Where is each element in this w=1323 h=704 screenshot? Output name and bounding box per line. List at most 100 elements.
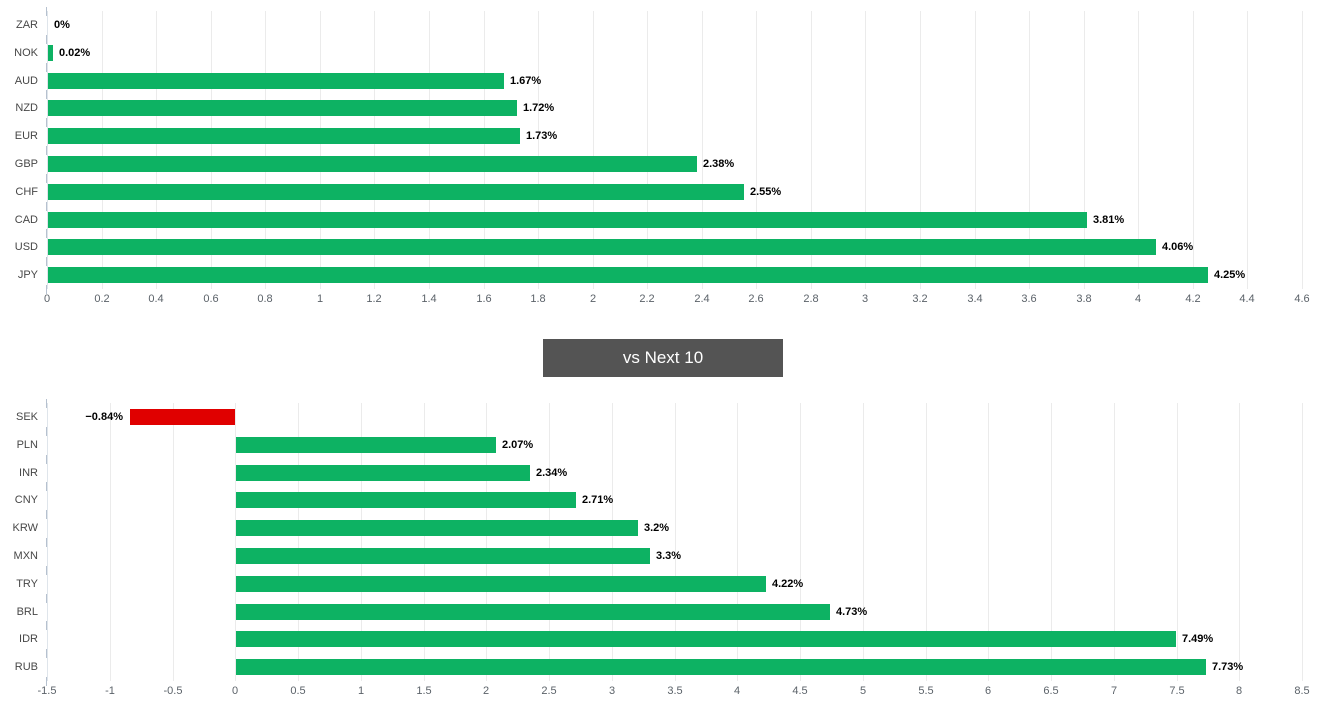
y-axis-tick — [46, 482, 47, 491]
bar-pln — [236, 437, 496, 453]
gridline — [1084, 11, 1085, 289]
bar-value-label: 2.07% — [502, 439, 534, 451]
x-tick-label: 7 — [1110, 685, 1118, 697]
gridline — [549, 403, 550, 681]
x-tick-label: 6.5 — [1043, 685, 1059, 697]
x-tick-label: 4 — [733, 685, 741, 697]
y-axis-tick — [46, 90, 47, 99]
bar-nzd — [48, 100, 517, 116]
bar-sek — [130, 409, 235, 425]
x-tick-label: 2 — [482, 685, 490, 697]
bar-value-label: 3.3% — [656, 550, 682, 562]
y-axis-tick — [46, 566, 47, 575]
gridline — [1114, 403, 1115, 681]
gridline — [811, 11, 812, 289]
bar-nok — [48, 45, 53, 61]
gridline — [1177, 403, 1178, 681]
y-axis-tick — [46, 399, 47, 408]
bar-value-label: 0.02% — [59, 47, 91, 59]
bar-value-label: 4.25% — [1214, 269, 1246, 281]
x-tick-label: 3.6 — [1021, 293, 1037, 305]
bar-aud — [48, 73, 504, 89]
gridline — [988, 403, 989, 681]
gridline — [320, 11, 321, 289]
gridline — [1247, 11, 1248, 289]
gridline — [1193, 11, 1194, 289]
x-tick-label: 2.2 — [639, 293, 655, 305]
x-tick-label: 1.8 — [530, 293, 546, 305]
gridline — [756, 11, 757, 289]
vs-next-10-button[interactable]: vs Next 10 — [543, 339, 783, 377]
bar-rub — [236, 659, 1206, 675]
bar-value-label: 2.38% — [703, 158, 735, 170]
x-tick-label: 3.8 — [1076, 293, 1092, 305]
x-tick-label: 5 — [859, 685, 867, 697]
gridline — [424, 403, 425, 681]
bar-brl — [236, 604, 830, 620]
category-label: JPY — [17, 269, 38, 281]
bar-value-label: 3.2% — [644, 522, 670, 534]
x-tick-label: 8 — [1235, 685, 1243, 697]
category-label: BRL — [16, 606, 38, 618]
gridline — [265, 11, 266, 289]
x-tick-label: 3.5 — [667, 685, 683, 697]
gridline — [1302, 11, 1303, 289]
gridline — [975, 11, 976, 289]
x-tick-label: 4.4 — [1239, 293, 1255, 305]
category-label: CHF — [15, 186, 38, 198]
y-axis-tick — [46, 146, 47, 155]
bar-idr — [236, 631, 1176, 647]
gridline — [102, 11, 103, 289]
x-tick-label: 1.4 — [421, 293, 437, 305]
x-tick-label: 0 — [43, 293, 51, 305]
gridline — [211, 11, 212, 289]
gridline — [1029, 11, 1030, 289]
x-tick-label: 2.5 — [541, 685, 557, 697]
gridline — [361, 403, 362, 681]
category-label: EUR — [14, 130, 38, 142]
y-axis-tick — [46, 7, 47, 16]
gridline — [702, 11, 703, 289]
gridline — [737, 403, 738, 681]
y-axis-tick — [46, 455, 47, 464]
y-axis-tick — [46, 649, 47, 658]
gridline — [374, 11, 375, 289]
y-axis-tick — [46, 510, 47, 519]
gridline — [1138, 11, 1139, 289]
bar-value-label: 7.49% — [1182, 633, 1214, 645]
x-tick-label: 2.6 — [748, 293, 764, 305]
gridline — [429, 11, 430, 289]
y-axis-tick — [46, 427, 47, 436]
y-axis-tick — [46, 538, 47, 547]
y-axis-tick — [46, 621, 47, 630]
x-tick-label: 4 — [1134, 293, 1142, 305]
y-axis-line — [47, 403, 48, 681]
x-tick-label: 6 — [984, 685, 992, 697]
x-tick-label: 1.2 — [366, 293, 382, 305]
category-label: NOK — [14, 47, 38, 59]
y-axis-tick — [46, 229, 47, 238]
y-axis-tick — [46, 257, 47, 266]
gridline — [1302, 403, 1303, 681]
y-axis-tick — [46, 677, 47, 686]
y-axis-tick — [46, 594, 47, 603]
bar-value-label: 2.34% — [536, 467, 568, 479]
bar-krw — [236, 520, 638, 536]
x-tick-label: 2.4 — [694, 293, 710, 305]
bar-value-label: 2.71% — [582, 494, 614, 506]
category-label: SEK — [15, 411, 38, 423]
gridline — [647, 11, 648, 289]
category-label: NZD — [15, 102, 38, 114]
category-label: INR — [19, 467, 38, 479]
x-tick-label: 5.5 — [918, 685, 934, 697]
x-tick-label: -1.5 — [37, 685, 57, 697]
x-tick-label: 0.5 — [290, 685, 306, 697]
gridline — [612, 403, 613, 681]
x-tick-label: 0.4 — [148, 293, 164, 305]
bar-value-label: 1.67% — [510, 75, 542, 87]
x-tick-label: 0.2 — [94, 293, 110, 305]
x-tick-label: 1 — [316, 293, 324, 305]
bar-value-label: 4.06% — [1162, 241, 1194, 253]
